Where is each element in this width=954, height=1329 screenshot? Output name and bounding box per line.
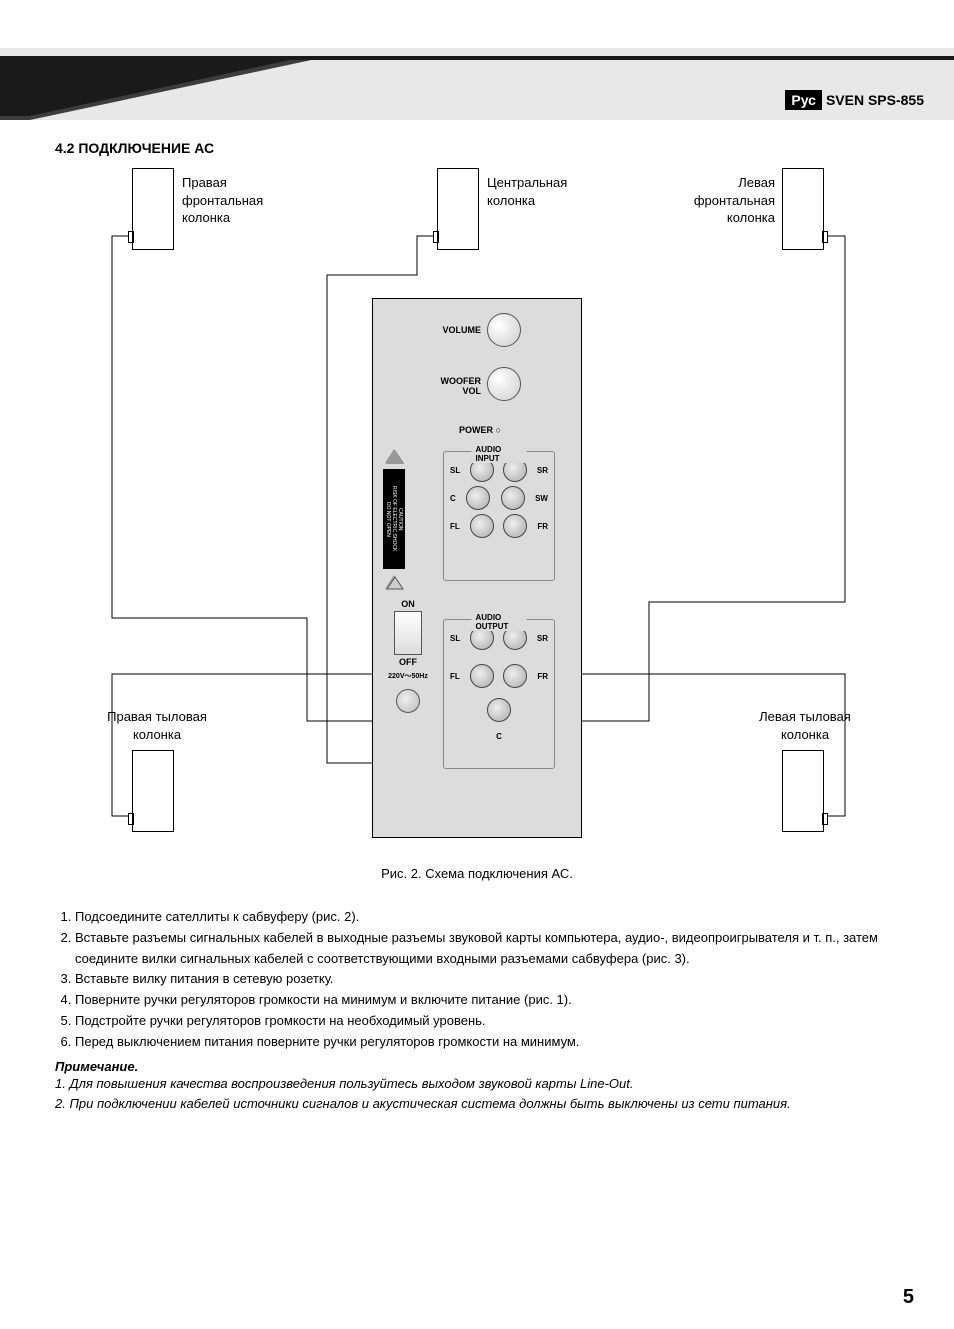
label-audio-input: AUDIO INPUT xyxy=(472,445,527,463)
label-power: POWER ○ xyxy=(441,425,501,435)
product-name: SVEN SPS-855 xyxy=(826,92,924,108)
note-title: Примечание. xyxy=(55,1059,899,1074)
audio-output-group: AUDIO OUTPUT SLSR FLFR C xyxy=(443,619,555,769)
note-item: 2. При подключении кабелей источники сиг… xyxy=(55,1094,899,1115)
connection-diagram: Правая фронтальная колонка Центральная к… xyxy=(67,168,887,848)
label-rear-left: Левая тыловая колонка xyxy=(745,708,865,743)
page-number: 5 xyxy=(903,1286,914,1309)
label-front-right: Правая фронтальная колонка xyxy=(182,174,263,227)
speaker-front-right xyxy=(132,168,174,250)
knob-volume xyxy=(487,313,521,352)
label-center: Центральная колонка xyxy=(487,174,567,209)
knob-woofer xyxy=(487,367,521,406)
label-audio-output: AUDIO OUTPUT xyxy=(472,613,527,631)
label-front-left: Левая фронтальная колонка xyxy=(687,174,775,227)
step-item: Подстройте ручки регуляторов громкости н… xyxy=(75,1011,899,1032)
product-badge: РусSVEN SPS-855 xyxy=(785,92,924,108)
step-item: Вставьте вилку питания в сетевую розетку… xyxy=(75,969,899,990)
section-title: 4.2 ПОДКЛЮЧЕНИЕ АС xyxy=(55,140,899,156)
speaker-rear-left xyxy=(782,750,824,832)
fuse-icon xyxy=(396,689,420,713)
label-woofer: WOOFER VOL xyxy=(435,376,481,396)
speaker-center xyxy=(437,168,479,250)
caution-label: CAUTION RISK OF ELECTRIC SHOCK DO NOT OP… xyxy=(383,469,405,569)
label-volume: VOLUME xyxy=(435,325,481,335)
note-item: 1. Для повышения качества воспроизведени… xyxy=(55,1074,899,1095)
figure-caption: Рис. 2. Схема подключения АС. xyxy=(55,866,899,881)
step-item: Подсоедините сателлиты к сабвуферу (рис.… xyxy=(75,907,899,928)
audio-input-group: AUDIO INPUT SLSR CSW FLFR xyxy=(443,451,555,581)
step-item: Перед выключением питания поверните ручк… xyxy=(75,1032,899,1053)
page-header: РусSVEN SPS-855 xyxy=(0,0,954,120)
step-item: Вставьте разъемы сигнальных кабелей в вы… xyxy=(75,928,899,970)
step-item: Поверните ручки регуляторов громкости на… xyxy=(75,990,899,1011)
instruction-list: Подсоедините сателлиты к сабвуферу (рис.… xyxy=(55,907,899,1053)
label-rear-right: Правая тыловая колонка xyxy=(97,708,217,743)
lang-badge: Рус xyxy=(785,90,822,110)
speaker-front-left xyxy=(782,168,824,250)
power-switch: ON OFF 220V～50Hz xyxy=(381,599,435,713)
subwoofer-panel: VOLUME WOOFER VOL POWER ○ CAUTION RISK O… xyxy=(372,298,582,838)
speaker-rear-right xyxy=(132,750,174,832)
